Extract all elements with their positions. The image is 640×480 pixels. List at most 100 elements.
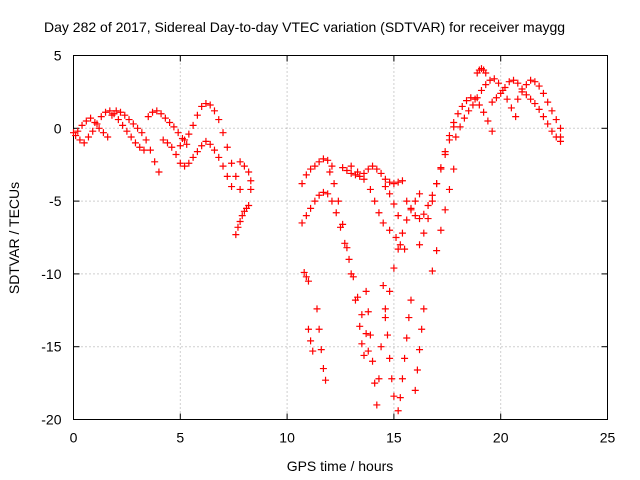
data-point [309, 347, 317, 355]
data-point [428, 197, 436, 205]
data-point [206, 140, 214, 148]
data-point [413, 366, 421, 374]
series-sat-ab [514, 76, 565, 141]
data-point [531, 78, 539, 86]
data-point [198, 142, 206, 150]
data-point [505, 78, 513, 86]
data-point [151, 158, 159, 166]
data-point [198, 102, 206, 110]
data-point [236, 158, 244, 166]
data-point [512, 113, 520, 121]
data-point [354, 168, 362, 176]
data-point [379, 219, 387, 227]
data-point [477, 86, 485, 94]
data-point [319, 188, 327, 196]
data-point [93, 120, 101, 128]
data-point [424, 215, 432, 223]
data-point [405, 314, 413, 322]
x-tick-label: 10 [279, 430, 295, 446]
data-point [403, 334, 411, 342]
data-point [360, 351, 368, 359]
data-point [324, 156, 332, 164]
x-tick-label: 20 [493, 430, 509, 446]
data-point [473, 94, 481, 102]
data-point [170, 123, 178, 131]
data-point [416, 241, 424, 249]
x-tick-label: 15 [386, 430, 402, 446]
data-point [78, 121, 86, 129]
data-point [501, 84, 509, 92]
data-point [390, 392, 398, 400]
data-point [379, 282, 387, 290]
data-point [181, 162, 189, 170]
data-point [465, 107, 473, 115]
data-point [460, 114, 468, 122]
data-point [394, 245, 402, 253]
data-point [307, 165, 315, 173]
data-point [136, 143, 144, 151]
data-point [507, 104, 515, 112]
data-point [142, 136, 150, 144]
data-point [539, 89, 547, 97]
data-point [403, 197, 411, 205]
data-point [463, 97, 471, 105]
data-point [362, 287, 370, 295]
series-sat-m [313, 305, 330, 384]
data-point [166, 118, 174, 126]
data-point [149, 108, 157, 116]
series-sat-k [300, 268, 312, 285]
series-sat-r [347, 162, 409, 253]
data-point [375, 209, 383, 217]
data-point [482, 69, 490, 77]
data-point [381, 183, 389, 191]
data-point [362, 330, 370, 338]
series-sat-o [339, 162, 406, 188]
data-point [531, 100, 539, 108]
data-point [358, 311, 366, 319]
data-point [360, 175, 368, 183]
data-point [193, 148, 201, 156]
data-point [418, 325, 426, 333]
data-point [390, 200, 398, 208]
data-point [332, 209, 340, 217]
y-tick-label: -15 [41, 339, 61, 355]
data-point [153, 107, 161, 115]
data-point [319, 365, 327, 373]
data-point [125, 116, 133, 124]
data-point [433, 247, 441, 255]
data-point [315, 325, 323, 333]
data-point [304, 325, 312, 333]
data-point [155, 168, 163, 176]
data-point [339, 220, 347, 228]
series-sat-x [428, 165, 458, 275]
data-point [364, 165, 372, 173]
data-point [386, 354, 394, 362]
data-point [219, 162, 227, 170]
data-point [315, 191, 323, 199]
data-point [401, 354, 409, 362]
series-sat-d [144, 107, 191, 148]
data-point [411, 197, 419, 205]
x-tick-label: 0 [70, 430, 78, 446]
data-point [114, 116, 122, 124]
data-point [345, 255, 353, 263]
data-point [119, 121, 127, 129]
data-point [488, 127, 496, 135]
data-point [390, 180, 398, 188]
data-point [313, 305, 321, 313]
data-point [411, 386, 419, 394]
data-point [176, 159, 184, 167]
data-point [383, 331, 391, 339]
data-point [163, 139, 171, 147]
data-point [420, 210, 428, 218]
y-tick-label: 0 [54, 120, 62, 136]
data-point [302, 273, 310, 281]
data-point [557, 124, 565, 132]
data-point [514, 95, 522, 103]
series-sat-w [416, 94, 496, 249]
data-point [82, 117, 90, 125]
data-point [215, 116, 223, 124]
data-point [535, 105, 543, 113]
data-point [557, 133, 565, 141]
data-point [202, 137, 210, 145]
